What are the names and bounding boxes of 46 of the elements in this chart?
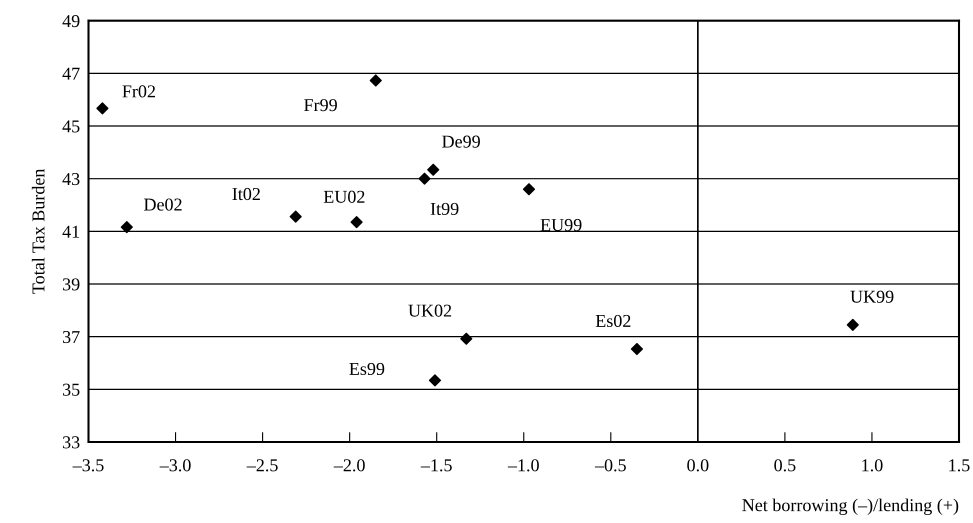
y-tick-label: 47	[62, 68, 80, 80]
annotation: Es99	[349, 362, 384, 376]
x-tick-label: 1.5	[949, 459, 970, 472]
y-tick-label: 45	[62, 120, 80, 132]
x-tick-label: –0.5	[594, 459, 626, 472]
y-tick-label: 39	[62, 278, 80, 290]
point	[370, 74, 382, 87]
y-tick-label: 49	[62, 15, 80, 28]
y-tick-label: 35	[62, 384, 80, 396]
x-tick-label: 0.0	[687, 459, 708, 472]
point	[522, 183, 536, 196]
annotation: De99	[442, 136, 480, 148]
point	[96, 102, 108, 114]
point	[460, 332, 472, 345]
point	[428, 374, 442, 386]
x-tick-label: –3.0	[160, 459, 191, 472]
y-tick-label: 37	[62, 330, 80, 344]
point	[350, 216, 363, 228]
annotation: De02	[144, 198, 182, 211]
point	[418, 172, 431, 185]
point	[427, 164, 440, 176]
point	[846, 318, 859, 331]
y-tick-label: 41	[62, 226, 80, 238]
annotation: It99	[430, 202, 458, 215]
x-tick-label: –1.5	[420, 459, 452, 472]
point	[120, 221, 133, 234]
x-tick-label: 0.5	[774, 459, 796, 472]
point	[290, 210, 302, 223]
annotation: UK02	[408, 304, 452, 317]
x-axis-title: Net borrowing (–)/lending (+)	[742, 498, 958, 515]
y-tick-label: 43	[62, 172, 80, 186]
y-tick-label: 33	[62, 436, 80, 448]
annotation: Es02	[596, 314, 630, 328]
annotation: It02	[232, 188, 260, 200]
y-axis-title: Total Tax Burden	[32, 168, 45, 294]
x-tick-label: –2.5	[246, 459, 278, 472]
x-tick-label: 1.0	[862, 459, 883, 472]
annotation: EU99	[540, 218, 582, 232]
point	[630, 342, 643, 356]
x-tick-label: –1.0	[508, 459, 539, 472]
annotation: UK99	[850, 290, 894, 303]
x-tick-label: –2.0	[334, 459, 365, 472]
annotation: Fr99	[304, 99, 337, 112]
annotation: EU02	[324, 190, 364, 203]
x-tick-label: –3.5	[72, 459, 104, 472]
annotation: Fr02	[122, 85, 155, 98]
